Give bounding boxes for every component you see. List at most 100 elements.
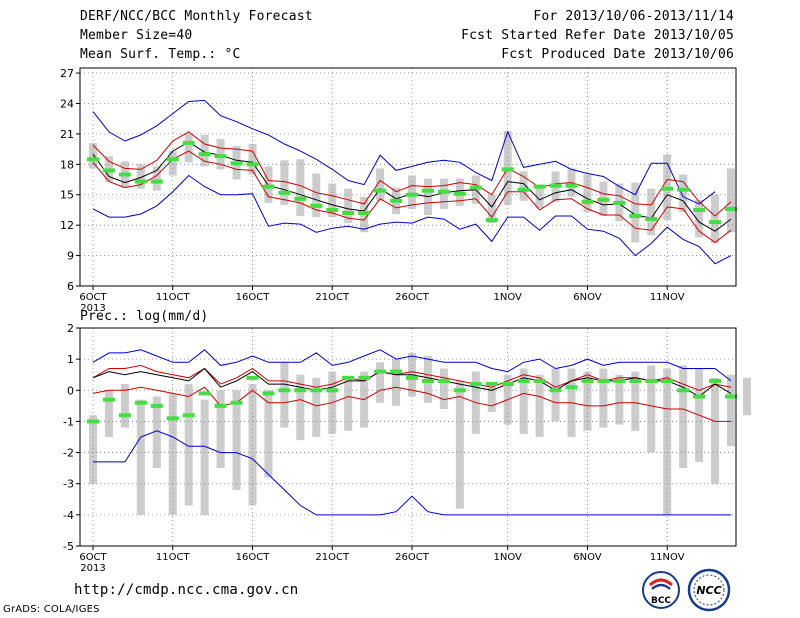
temp-observed-marker [342,210,355,215]
prec-observed-marker [262,391,275,396]
temp-spread-box [695,199,704,238]
temp-spread-box [200,134,209,167]
prec-spread-box [152,396,161,469]
prec-observed-marker [693,394,706,399]
temp-observed-marker [294,196,307,201]
temp-observed-marker [485,218,498,223]
prec-observed-marker [677,388,690,393]
website-url[interactable]: http://cmdp.ncc.cma.gov.cn [74,582,299,598]
prec-observed-marker [629,378,642,383]
temp-min-line [92,174,732,265]
temp-xtick-label: 6OCT [79,292,107,303]
prec-spread-box [120,384,129,428]
temp-spread-box [312,173,321,218]
prec-observed-marker [87,419,99,424]
prec-observed-marker [278,388,291,393]
prec-xtick-label: 1NOV [494,552,523,563]
temp-observed-marker [565,183,578,188]
temp-observed-marker [517,187,530,192]
temp-spread-box [376,168,385,201]
prec-ytick-label: 0 [67,384,74,397]
temp-observed-marker [709,220,722,225]
temp-observed-marker [182,141,195,146]
temp-observed-marker [246,162,259,167]
temp-observed-marker [613,200,626,205]
temp-observed-marker [198,152,211,157]
temp-observed-marker [421,188,434,193]
member-size: Member Size=40 [80,28,193,43]
temp-observed-marker [661,186,674,191]
prec-observed-marker [549,388,562,393]
prec-observed-marker [358,375,371,380]
temp-observed-marker [87,157,99,162]
bcc-logo-text: BCC [651,596,671,606]
prec-observed-marker [613,378,626,383]
prec-observed-marker [517,378,530,383]
prec-observed-marker [453,388,466,393]
temp-ytick-label: 12 [60,219,74,232]
temp-observed-marker [326,207,339,212]
prec-observed-marker [214,403,227,408]
temp-observed-marker [437,189,450,194]
prec-xtick-label: 26OCT [395,552,430,563]
prec-observed-marker [390,369,403,374]
temp-observed-marker [150,179,163,184]
prec-observed-marker [134,400,147,405]
temp-max-line [92,99,716,205]
prec-spread-box [296,374,305,441]
prec-spread-box [599,368,608,428]
temp-xtick-label: 26OCT [395,292,430,303]
temp-xtick-label: 16OCT [236,292,271,303]
prec-observed-marker [501,382,514,387]
prec-observed-marker [597,378,610,383]
prec-frame [79,327,737,547]
temp-lower-line [92,150,732,244]
temp-observed-marker [390,198,403,203]
temp-spread-box [583,174,592,212]
prec-spread-box [104,390,113,437]
prec-lower-line [92,386,731,422]
forecast-period: For 2013/10/06-2013/11/14 [533,9,734,24]
temp-observed-marker [597,197,610,202]
temp-observed-marker [358,210,371,215]
prec-spread-box [487,387,496,413]
temp-spread-box [184,133,193,163]
temp-spread-box [631,182,640,243]
variable-label: Mean Surf. Temp.: °C [80,47,241,62]
prec-spread-box [631,371,640,431]
temp-observed-marker [406,192,418,197]
temp-observed-marker [501,167,514,172]
temp-spread-box [168,151,177,176]
temp-xtick-label: 11OCT [156,292,191,303]
temp-observed-marker [374,188,387,193]
temp-frame [79,67,737,287]
prec-observed-marker [374,369,387,374]
prec-ytick-label: 2 [67,322,74,335]
prec-observed-marker [661,378,674,383]
temp-spread-box [727,168,735,233]
prec-observed-marker [166,416,179,421]
temp-observed-marker [533,184,546,189]
temp-ytick-label: 21 [60,128,74,141]
prec-observed-marker [118,413,131,418]
prec-min-line [93,430,731,516]
prec-spread-box [344,377,353,431]
temp-upper-line [92,131,732,217]
temp-ytick-label: 18 [60,158,74,171]
prec-ytick-label: -3 [63,478,74,491]
temp-spread-box [487,194,496,224]
prec-observed-marker [342,375,355,380]
prec-observed-marker [230,400,243,405]
temp-ytick-label: 15 [60,189,74,202]
prec-spread-box [679,365,688,469]
prec-spread-box [455,380,464,509]
temp-spread-box [248,144,257,175]
prec-observed-marker [645,378,658,383]
temp-observed-marker [214,154,227,159]
temp-observed-marker [725,206,737,211]
prec-xtick-label: 11NOV [650,552,685,563]
prec-observed-marker [102,397,115,402]
prec-spread-box [663,368,672,515]
prec-xtick-label: 6OCT [79,552,107,563]
